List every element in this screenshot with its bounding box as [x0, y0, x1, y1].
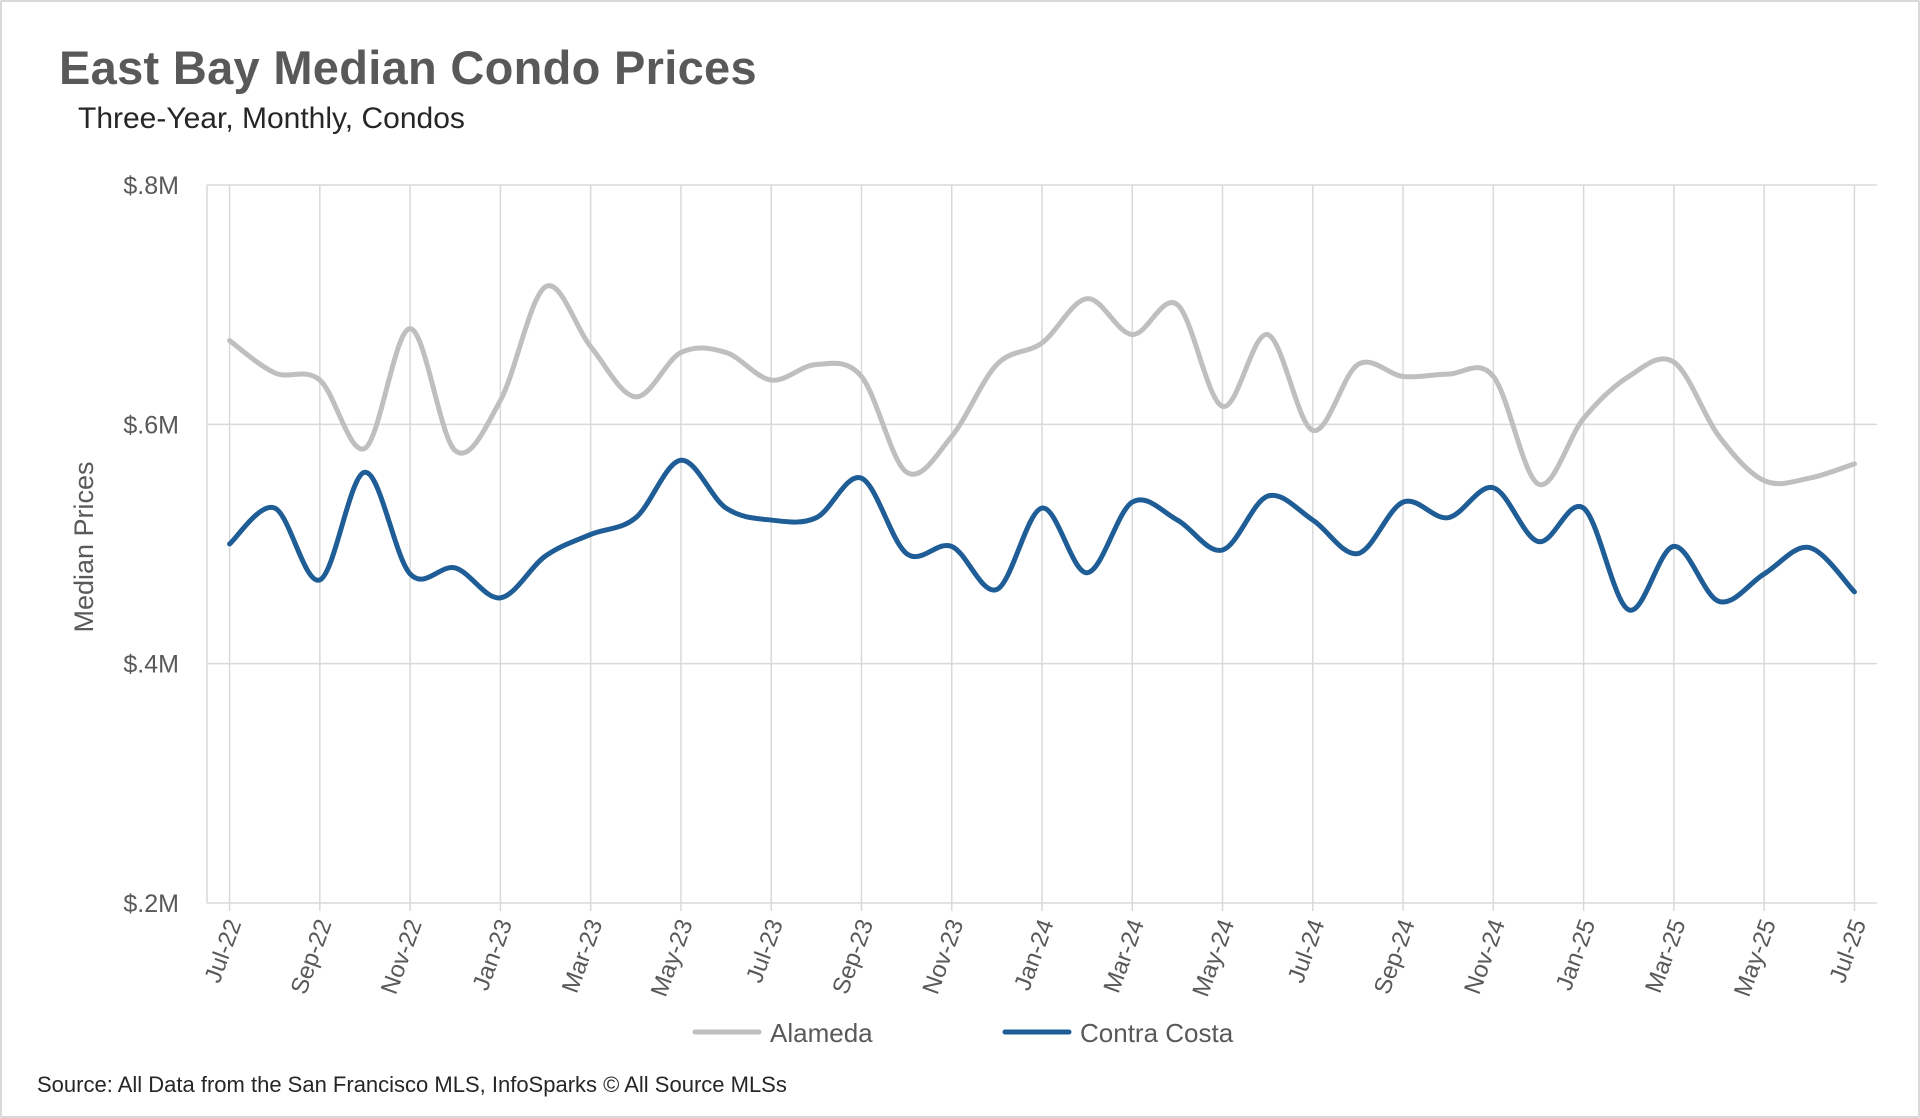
- legend-label-contra-costa: Contra Costa: [1080, 1018, 1234, 1048]
- x-tick-label: May-25: [1729, 916, 1782, 1000]
- chart-title: East Bay Median Condo Prices: [59, 41, 757, 94]
- x-tick-label: Mar-24: [1099, 916, 1150, 997]
- source-note: Source: All Data from the San Francisco …: [37, 1072, 787, 1097]
- x-tick-label: Nov-22: [376, 916, 428, 998]
- y-tick-label: $.8M: [123, 172, 179, 200]
- chart-subtitle: Three-Year, Monthly, Condos: [78, 102, 465, 135]
- x-tick-label: Jul-23: [741, 916, 789, 987]
- x-tick-label: Sep-24: [1369, 916, 1421, 998]
- x-tick-label: Jul-22: [199, 916, 247, 987]
- gridlines: [206, 184, 1877, 911]
- x-tick-label: Jul-25: [1824, 916, 1872, 987]
- x-tick-label: Jan-25: [1551, 916, 1601, 994]
- x-tick-label: Sep-23: [827, 916, 879, 998]
- x-tick-label: Jan-24: [1009, 916, 1059, 994]
- x-tick-label: Sep-22: [286, 916, 338, 998]
- y-tick-label: $.2M: [123, 890, 179, 918]
- series-line-contra-costa: [227, 457, 1857, 613]
- y-axis-label: Median Prices: [69, 461, 99, 632]
- y-tick-label: $.6M: [123, 411, 179, 439]
- x-tick-label: May-24: [1187, 916, 1240, 1000]
- x-axis-ticks: Jul-22 Sep-22 Nov-22 Jan-23 Mar-23 May-23 Jul-…: [199, 916, 1872, 1000]
- x-tick-label: Jan-23: [468, 916, 518, 994]
- y-tick-label: $.4M: [123, 651, 179, 679]
- x-tick-label: May-23: [646, 916, 699, 1000]
- series-line-alameda: [227, 283, 1857, 487]
- y-axis-ticks: $.2M $.4M $.6M $.8M: [123, 172, 179, 918]
- x-tick-label: Mar-23: [557, 916, 608, 997]
- x-tick-label: Jul-24: [1283, 916, 1331, 987]
- series-lines: [227, 283, 1857, 613]
- x-tick-label: Nov-23: [918, 916, 970, 998]
- x-tick-label: Nov-24: [1459, 916, 1511, 998]
- legend: Alameda Contra Costa: [692, 1018, 1234, 1048]
- legend-label-alameda: Alameda: [770, 1018, 873, 1048]
- x-tick-label: Mar-25: [1640, 916, 1691, 997]
